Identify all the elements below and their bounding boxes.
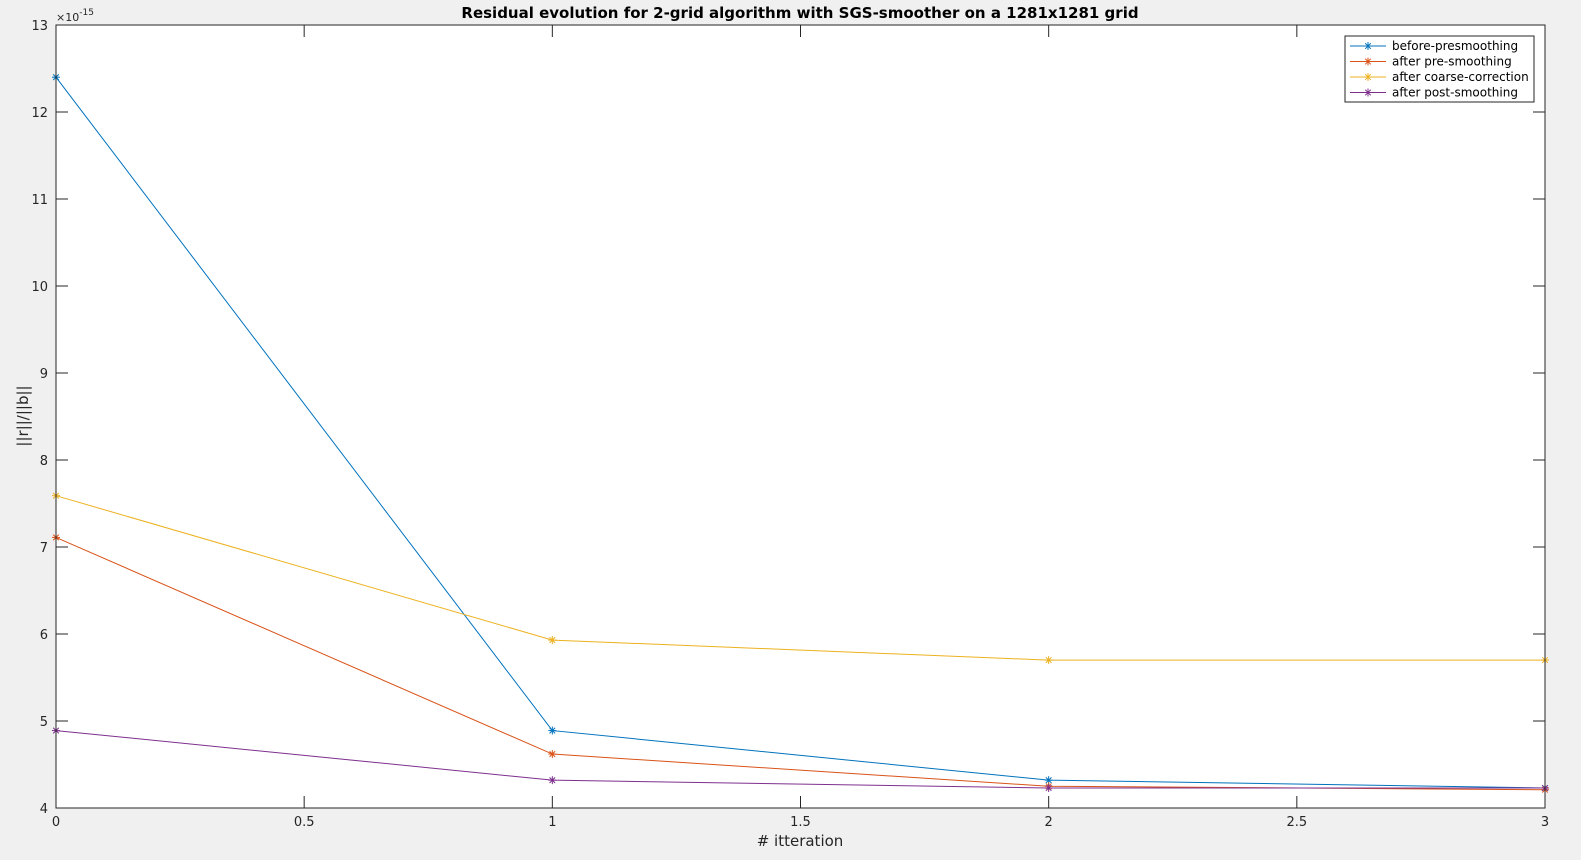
legend-marker [1364,88,1372,97]
legend-label: after coarse-correction [1392,70,1529,84]
series-lines [55,76,1546,791]
x-tick-label: 1 [548,815,556,830]
y-tick-label: 4 [40,802,48,817]
asterisk-stroke [1364,73,1372,81]
chart-title: Residual evolution for 2-grid algorithm … [461,4,1138,22]
legend-label: after post-smoothing [1392,86,1518,100]
y-tick-label: 11 [31,193,48,208]
data-point-marker [1044,776,1053,785]
asterisk-stroke [549,636,556,644]
y-tick-label: 5 [40,715,48,730]
y-tick-label: 8 [40,454,48,469]
x-tick-label: 2.5 [1286,815,1307,830]
legend-marker [1364,57,1372,66]
legend-item: before-presmoothing [1350,39,1518,53]
y-exponent-base: ×10 [56,11,79,24]
x-axis-label: # itteration [757,832,844,850]
asterisk-stroke [1364,89,1372,96]
asterisk-stroke [1045,656,1052,664]
y-tick-label: 7 [40,541,48,556]
legend-box [1344,35,1535,103]
series-line [55,730,1545,789]
asterisk-stroke [1045,777,1052,784]
x-tick-label: 1.5 [790,815,811,830]
x-tick-label: 2 [1045,815,1053,830]
y-tick-label: 9 [40,367,48,382]
plot-area [56,25,1545,808]
series-line [55,495,1545,661]
y-tick-label: 12 [31,106,48,121]
axes-box [55,24,1546,809]
data-point-marker [1044,783,1053,792]
x-tick-labels: 0 0.5 1 1.5 2 2.5 3 [52,815,1549,830]
asterisk-stroke [549,777,556,784]
y-tick-label: 6 [40,628,48,643]
legend-item: after post-smoothing [1350,86,1518,100]
legend-label: before-presmoothing [1392,39,1518,53]
asterisk-stroke [549,750,556,758]
series-line [55,76,1546,789]
data-point-marker [1044,656,1053,665]
x-tick-label: 0 [52,815,60,830]
x-tick-label: 0.5 [294,815,315,830]
asterisk-stroke [1364,42,1372,50]
data-point-marker [548,776,557,785]
y-exponent-power: -15 [79,8,94,18]
y-tick-label: 10 [31,280,48,295]
legend-label: after pre-smoothing [1392,55,1512,69]
data-point-marker [548,750,557,759]
legend-marker [1364,73,1372,81]
y-axis-label: ||r||/||b|| [14,385,32,446]
y-tick-labels: 4 5 6 7 8 9 10 11 12 13 [31,19,48,817]
y-tick-label: 13 [31,19,48,34]
legend-marker [1364,42,1372,50]
asterisk-stroke [549,727,556,734]
data-point-marker [548,726,557,735]
asterisk-stroke [1364,58,1372,65]
legend-item: after pre-smoothing [1350,55,1512,69]
asterisk-stroke [1045,784,1052,792]
data-point-marker [548,636,557,645]
x-tick-label: 3 [1541,815,1549,830]
y-exponent-label: ×10-15 [56,8,94,24]
legend-item: after coarse-correction [1350,70,1529,84]
